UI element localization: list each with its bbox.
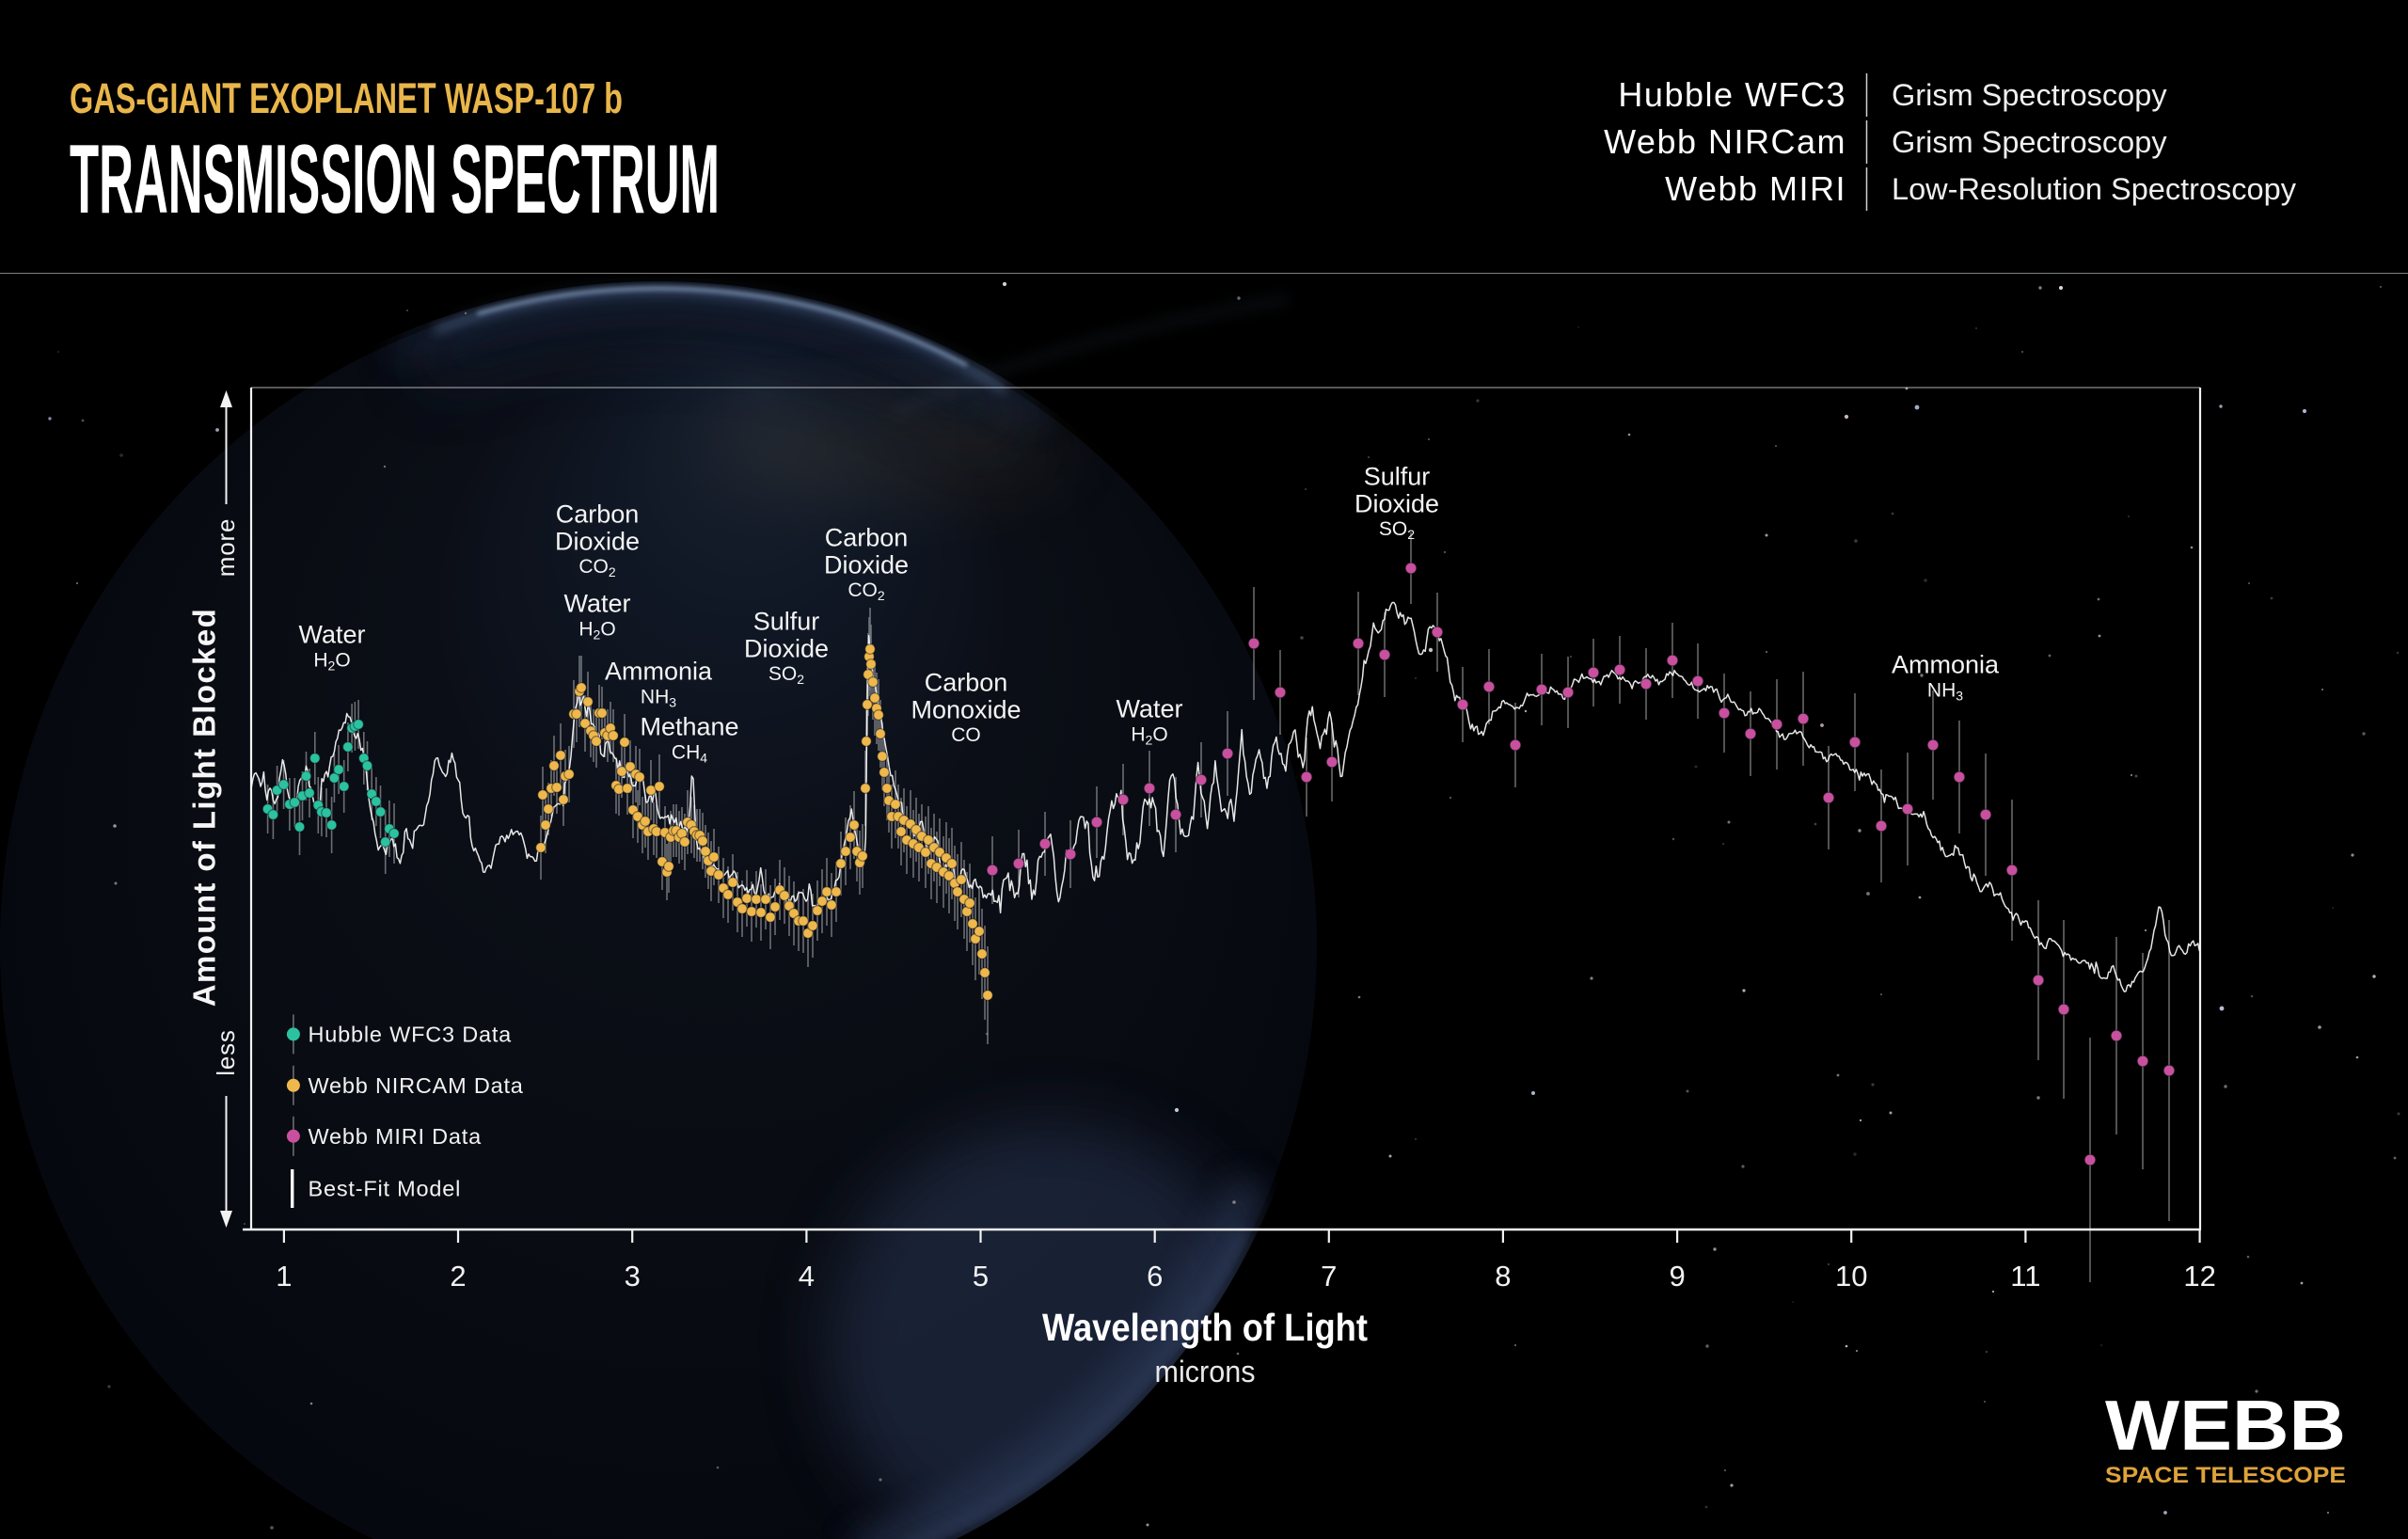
- svg-text:Dioxide: Dioxide: [744, 634, 829, 662]
- svg-text:Hubble WFC3: Hubble WFC3: [1618, 75, 1846, 114]
- svg-text:Sulfur: Sulfur: [753, 608, 820, 636]
- svg-text:Ammonia: Ammonia: [1892, 651, 2000, 679]
- svg-text:1: 1: [276, 1260, 292, 1293]
- svg-text:Water: Water: [1116, 695, 1182, 723]
- svg-text:GAS-GIANT EXOPLANET WASP-107 b: GAS-GIANT EXOPLANET WASP-107 b: [70, 74, 623, 122]
- svg-text:9: 9: [1669, 1260, 1685, 1293]
- svg-text:Webb NIRCam: Webb NIRCam: [1604, 122, 1846, 161]
- svg-text:Webb MIRI: Webb MIRI: [1665, 169, 1846, 208]
- svg-text:SPACE TELESCOPE: SPACE TELESCOPE: [2105, 1463, 2346, 1488]
- svg-text:Carbon: Carbon: [925, 669, 1008, 697]
- svg-text:more: more: [212, 518, 240, 577]
- svg-text:Dioxide: Dioxide: [824, 550, 909, 579]
- svg-text:Carbon: Carbon: [556, 500, 640, 529]
- svg-text:Amount of Light Blocked: Amount of Light Blocked: [187, 608, 222, 1007]
- svg-text:Water: Water: [563, 590, 630, 618]
- svg-text:Dioxide: Dioxide: [555, 527, 640, 555]
- svg-text:Sulfur: Sulfur: [1364, 463, 1431, 491]
- svg-text:12: 12: [2183, 1260, 2215, 1293]
- svg-text:Low-Resolution Spectroscopy: Low-Resolution Spectroscopy: [1892, 172, 2297, 206]
- svg-text:Dioxide: Dioxide: [1354, 489, 1439, 517]
- svg-text:4: 4: [799, 1260, 815, 1293]
- svg-text:Carbon: Carbon: [825, 524, 909, 552]
- svg-text:CH4: CH4: [672, 741, 707, 765]
- svg-text:microns: microns: [1155, 1355, 1256, 1388]
- svg-text:TRANSMISSION SPECTRUM: TRANSMISSION SPECTRUM: [70, 125, 720, 234]
- svg-text:6: 6: [1147, 1260, 1163, 1293]
- svg-text:Monoxide: Monoxide: [911, 695, 1021, 723]
- svg-text:CO2: CO2: [848, 579, 885, 603]
- svg-text:Hubble WFC3 Data: Hubble WFC3 Data: [309, 1022, 513, 1046]
- svg-text:11: 11: [2010, 1260, 2040, 1293]
- svg-text:Best-Fit Model: Best-Fit Model: [309, 1177, 462, 1201]
- svg-text:CO: CO: [951, 724, 981, 746]
- svg-text:10: 10: [1835, 1260, 1867, 1293]
- svg-text:5: 5: [973, 1260, 989, 1293]
- svg-text:Wavelength of Light: Wavelength of Light: [1042, 1306, 1368, 1349]
- svg-text:Grism Spectroscopy: Grism Spectroscopy: [1892, 78, 2167, 112]
- svg-text:Ammonia: Ammonia: [605, 658, 713, 686]
- svg-text:7: 7: [1321, 1260, 1337, 1293]
- svg-text:less: less: [212, 1029, 240, 1075]
- svg-text:Water: Water: [298, 621, 365, 649]
- svg-text:Methane: Methane: [640, 713, 738, 741]
- svg-text:Webb NIRCAM Data: Webb NIRCAM Data: [309, 1073, 524, 1098]
- svg-text:Grism Spectroscopy: Grism Spectroscopy: [1892, 125, 2167, 159]
- svg-text:8: 8: [1495, 1260, 1511, 1293]
- svg-text:WEBB: WEBB: [2105, 1386, 2346, 1465]
- svg-text:Webb MIRI Data: Webb MIRI Data: [309, 1124, 483, 1149]
- svg-text:3: 3: [625, 1260, 641, 1293]
- svg-text:2: 2: [450, 1260, 466, 1293]
